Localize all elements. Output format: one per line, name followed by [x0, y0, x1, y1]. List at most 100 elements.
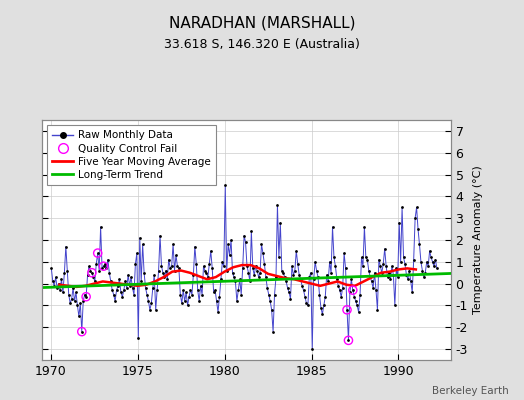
- Point: [157, 263, 166, 269]
- Point: [243, 263, 251, 269]
- Point: [272, 274, 280, 280]
- Point: [81, 291, 89, 298]
- Point: [248, 265, 257, 272]
- Point: [266, 298, 275, 304]
- Point: [433, 265, 441, 272]
- Point: [425, 248, 434, 254]
- Point: [350, 294, 358, 300]
- Point: [64, 291, 73, 298]
- Point: [288, 263, 296, 269]
- Point: [182, 289, 190, 296]
- Point: [214, 309, 222, 315]
- Point: [252, 263, 260, 269]
- Point: [370, 270, 379, 276]
- Point: [111, 298, 119, 304]
- Point: [341, 265, 350, 272]
- Point: [372, 287, 380, 293]
- Point: [405, 267, 413, 274]
- Point: [161, 267, 170, 274]
- Point: [333, 276, 341, 282]
- Point: [416, 241, 424, 248]
- Point: [305, 274, 313, 280]
- Point: [123, 285, 131, 291]
- Text: 33.618 S, 146.320 E (Australia): 33.618 S, 146.320 E (Australia): [164, 38, 360, 51]
- Point: [337, 294, 345, 300]
- Point: [233, 298, 241, 304]
- Point: [246, 278, 254, 285]
- Point: [83, 272, 92, 278]
- Point: [385, 270, 393, 276]
- Point: [174, 265, 183, 272]
- Point: [242, 239, 250, 245]
- Point: [78, 328, 86, 335]
- Point: [201, 267, 209, 274]
- Point: [212, 298, 221, 304]
- Point: [301, 294, 309, 300]
- Point: [308, 346, 316, 352]
- Point: [402, 272, 411, 278]
- Point: [238, 265, 247, 272]
- Point: [422, 259, 431, 265]
- Point: [193, 287, 202, 293]
- Point: [292, 248, 300, 254]
- Point: [188, 291, 196, 298]
- Point: [183, 302, 192, 309]
- Point: [414, 226, 422, 232]
- Point: [269, 328, 277, 335]
- Point: [115, 276, 124, 282]
- Point: [399, 254, 408, 261]
- Point: [149, 285, 157, 291]
- Point: [82, 294, 90, 300]
- Point: [280, 274, 289, 280]
- Point: [362, 254, 370, 261]
- Point: [344, 337, 353, 344]
- Point: [310, 276, 318, 282]
- Point: [388, 263, 396, 269]
- Point: [295, 272, 303, 278]
- Point: [273, 202, 281, 208]
- Point: [379, 261, 387, 267]
- Point: [125, 283, 134, 289]
- Point: [234, 287, 243, 293]
- Point: [363, 256, 372, 263]
- Point: [353, 302, 362, 309]
- Point: [298, 283, 306, 289]
- Point: [68, 296, 76, 302]
- Point: [202, 270, 211, 276]
- Point: [144, 298, 152, 304]
- Point: [86, 267, 95, 274]
- Point: [165, 256, 173, 263]
- Point: [223, 267, 231, 274]
- Point: [344, 337, 353, 344]
- Point: [412, 204, 421, 210]
- Point: [420, 274, 428, 280]
- Point: [75, 313, 83, 320]
- Point: [401, 261, 409, 267]
- Point: [128, 285, 137, 291]
- Point: [143, 291, 151, 298]
- Point: [100, 263, 108, 269]
- Point: [217, 276, 225, 282]
- Point: [316, 304, 325, 311]
- Point: [407, 278, 415, 285]
- Point: [215, 294, 224, 300]
- Point: [263, 285, 271, 291]
- Point: [189, 272, 198, 278]
- Point: [291, 267, 299, 274]
- Point: [47, 265, 56, 272]
- Point: [172, 252, 180, 258]
- Point: [60, 270, 69, 276]
- Point: [95, 267, 103, 274]
- Point: [276, 219, 285, 226]
- Point: [69, 285, 77, 291]
- Point: [247, 228, 256, 234]
- Point: [428, 259, 436, 265]
- Point: [106, 278, 115, 285]
- Point: [285, 289, 293, 296]
- Point: [178, 300, 186, 306]
- Point: [118, 294, 127, 300]
- Point: [398, 204, 406, 210]
- Point: [96, 224, 105, 230]
- Point: [151, 307, 160, 313]
- Point: [153, 287, 161, 293]
